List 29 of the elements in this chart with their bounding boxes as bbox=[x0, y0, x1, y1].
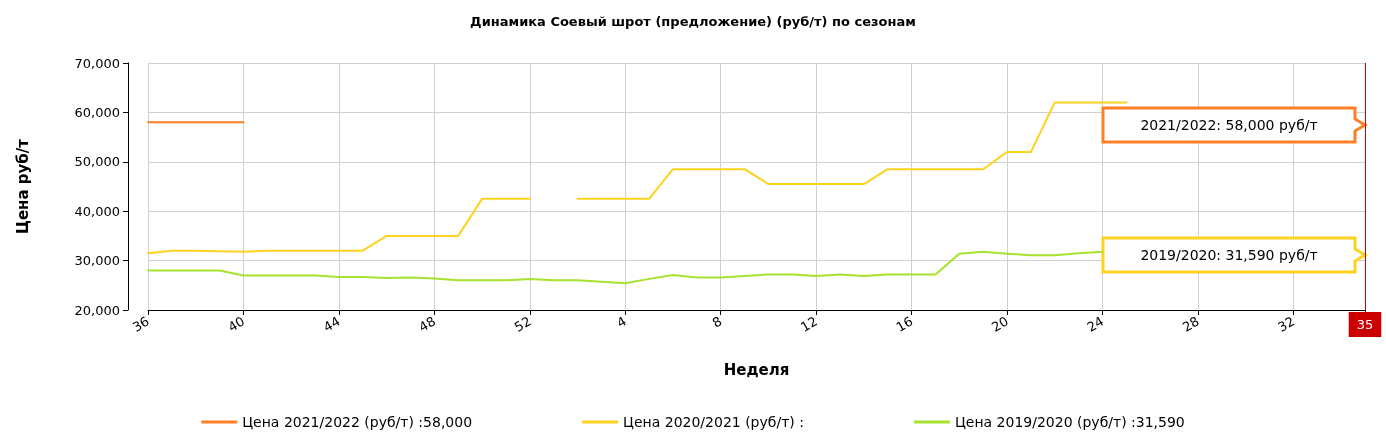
legend-label: Цена 2020/2021 (руб/т) : bbox=[623, 414, 804, 430]
line-series bbox=[147, 250, 1104, 285]
x-tick-label: 40 bbox=[225, 313, 248, 335]
annotation: 2021/2022: 58,000 руб/т bbox=[1140, 117, 1318, 133]
y-tick-label: 20,000 bbox=[74, 302, 120, 318]
legend-label: Цена 2019/2020 (руб/т) :31,590 bbox=[954, 414, 1185, 430]
x-tick-label: 36 bbox=[129, 313, 152, 335]
x-tick-label: 4 bbox=[614, 313, 629, 331]
x-tick-label: 12 bbox=[798, 313, 820, 335]
x-tick-label: 16 bbox=[893, 313, 916, 335]
y-tick-label: 60,000 bbox=[74, 104, 120, 120]
y-axis-title: Цена руб/т bbox=[13, 138, 32, 234]
x-tick-label: 28 bbox=[1179, 313, 1202, 335]
y-tick-label: 40,000 bbox=[74, 203, 120, 219]
x-tick-label: 24 bbox=[1084, 313, 1107, 335]
x-tick-label: 8 bbox=[709, 313, 725, 331]
legend-label: Цена 2021/2022 (руб/т) :58,000 bbox=[242, 414, 473, 430]
x-axis-title: Неделя bbox=[723, 360, 790, 379]
x-tick-label: 35 bbox=[1356, 317, 1374, 332]
y-tick-label: 70,000 bbox=[74, 55, 120, 71]
y-tick-label: 50,000 bbox=[74, 154, 120, 170]
x-tick-label: 44 bbox=[320, 313, 343, 335]
chart-title: Динамика Соевый шрот (предложение) (руб/т) по сезонам bbox=[470, 14, 916, 29]
x-tick-label: 48 bbox=[416, 313, 439, 335]
x-tick-label: 32 bbox=[1275, 313, 1298, 335]
x-tick-label: 20 bbox=[988, 313, 1011, 335]
annotation: 2019/2020: 31,590 руб/т bbox=[1140, 247, 1318, 263]
x-tick-label: 52 bbox=[511, 313, 534, 335]
y-tick-label: 30,000 bbox=[74, 253, 120, 269]
